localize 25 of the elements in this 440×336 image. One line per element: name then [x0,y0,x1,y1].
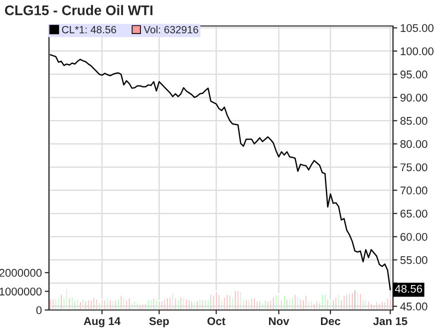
y-tick-label: 1000000 [0,288,42,296]
y2-tick-label: 60.00 [400,232,428,241]
x-tick-label: Jan 15 [373,317,408,326]
x-tick-label: Nov [269,317,290,326]
y2-tick-label: 105.00 [400,24,434,32]
y2-tick-label: 45.00 [400,302,428,310]
x-tick-label: Aug 14 [84,317,120,328]
y2-tick-label: 70.00 [400,186,428,194]
line-series [50,54,391,290]
y2-tick-label: 75.00 [400,163,428,172]
text: 48.56 [394,284,422,293]
y2-tick-label: 80.00 [400,140,428,148]
y2-tick-label: 90.00 [400,94,428,102]
x-tick-label: Oct [207,317,226,326]
legend-label: Vol: 632916 [144,26,198,34]
y2-tick-label: 85.00 [400,116,428,125]
legend-label: CL*1: 48.56 [62,26,116,34]
y2-tick-label: 100.00 [400,47,434,56]
chart-title: CLG15 - Crude Oil WTI [4,5,152,16]
x-tick-label: Sep [149,317,169,328]
y2-tick-label: 55.00 [400,256,428,264]
y2-tick-label: 65.00 [400,210,428,218]
x-tick-label: Dec [321,317,340,326]
y2-tick-label: 95.00 [400,70,428,78]
y-tick-label: 0 [36,306,42,314]
